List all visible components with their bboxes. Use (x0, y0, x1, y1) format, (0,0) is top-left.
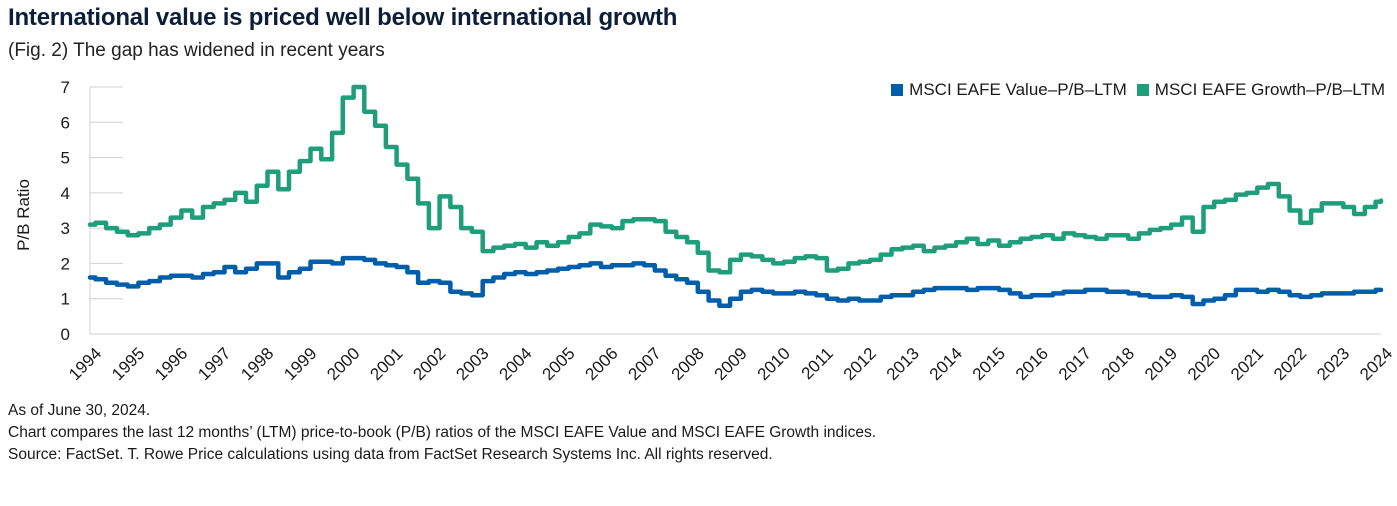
series-lines (87, 84, 1384, 309)
x-tick-label: 2017 (1055, 344, 1095, 384)
x-tick-label: 1997 (194, 344, 234, 384)
x-tick-label: 2003 (452, 344, 492, 384)
x-tick-label: 2007 (625, 344, 665, 384)
series-line-growth (87, 84, 1384, 275)
x-tick-label: 2010 (754, 344, 794, 384)
x-tick-label: 2021 (1227, 344, 1267, 384)
x-tick-label: 1998 (237, 344, 277, 384)
x-tick-label: 2019 (1141, 344, 1181, 384)
x-tick-label: 2018 (1098, 344, 1138, 384)
legend: MSCI EAFE Value–P/B–LTM MSCI EAFE Growth… (881, 80, 1385, 100)
as-of-note: As of June 30, 2024. (8, 402, 151, 419)
y-tick-label: 1 (61, 290, 70, 309)
source-note: Source: FactSet. T. Rowe Price calculati… (8, 446, 773, 463)
x-tick-label: 2002 (409, 344, 449, 384)
x-tick-label: 2000 (323, 344, 363, 384)
y-tick-label: 6 (61, 113, 70, 132)
x-tick-label: 1995 (108, 344, 148, 384)
legend-label-growth: MSCI EAFE Growth–P/B–LTM (1154, 80, 1385, 99)
x-tick-label: 2016 (1012, 344, 1052, 384)
gridlines (89, 86, 1381, 335)
x-tick-label: 2005 (538, 344, 578, 384)
y-tick-labels: 0 1 2 3 4 5 6 7 (61, 78, 70, 344)
x-tick-label: 2015 (969, 344, 1009, 384)
x-tick-label: 1994 (65, 344, 105, 384)
legend-item-value: MSCI EAFE Value–P/B–LTM (891, 80, 1127, 100)
x-tick-label: 2022 (1270, 344, 1310, 384)
x-tick-label: 2014 (926, 344, 966, 384)
y-tick-label: 0 (61, 325, 70, 344)
y-tick-label: 4 (61, 184, 70, 203)
x-tick-label: 2009 (711, 344, 751, 384)
legend-swatch-growth (1136, 84, 1149, 96)
x-tick-labels: 1994 1995 1996 1997 1998 1999 2000 2001 2002 2003… (65, 344, 1396, 384)
legend-item-growth: MSCI EAFE Growth–P/B–LTM (1136, 80, 1385, 100)
series-line-value (87, 255, 1384, 309)
chart-notes: As of June 30, 2024. Chart compares the … (8, 400, 876, 466)
x-tick-label: 2023 (1313, 344, 1353, 384)
y-tick-label: 2 (61, 254, 70, 273)
x-tick-label: 2011 (798, 344, 837, 383)
y-tick-label: 7 (61, 78, 70, 97)
description-note: Chart compares the last 12 months’ (LTM)… (8, 424, 877, 441)
x-tick-label: 2020 (1184, 344, 1224, 384)
x-tick-label: 2008 (668, 344, 708, 384)
x-tick-label: 1999 (280, 344, 320, 384)
chart-title: International value is priced well below… (8, 4, 678, 31)
legend-label-value: MSCI EAFE Value–P/B–LTM (909, 80, 1127, 99)
chart-subtitle: (Fig. 2) The gap has widened in recent y… (8, 40, 385, 61)
legend-swatch-value (891, 84, 904, 96)
x-tick-label: 1996 (151, 344, 191, 384)
x-tick-label: 2013 (883, 344, 923, 384)
y-tick-label: 3 (61, 219, 70, 238)
x-tick-label: 2024 (1356, 344, 1396, 384)
y-tick-label: 5 (61, 149, 70, 168)
x-tick-label: 2001 (366, 344, 406, 384)
x-tick-label: 2004 (495, 344, 535, 384)
x-tick-label: 2006 (582, 344, 622, 384)
x-tick-label: 2012 (840, 344, 880, 384)
